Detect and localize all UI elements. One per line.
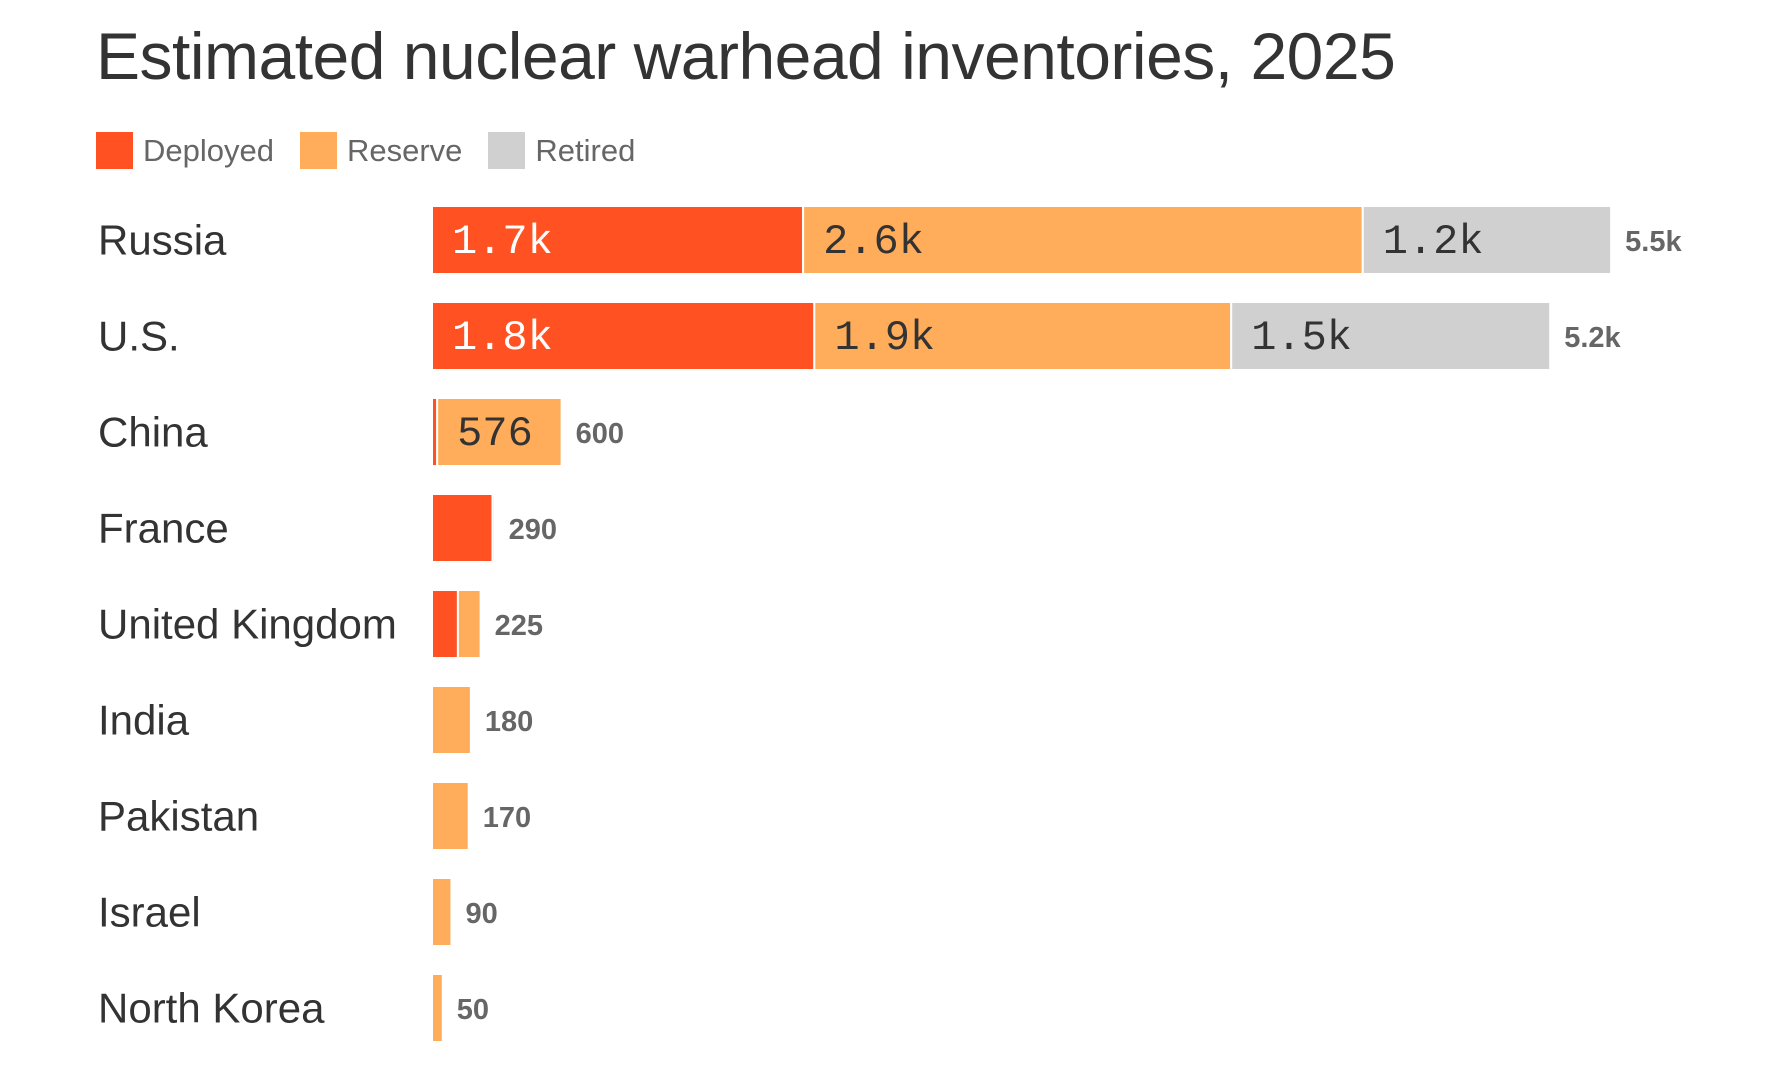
- category-label-united-kingdom: United Kingdom: [98, 601, 397, 648]
- legend-label-reserve: Reserve: [346, 132, 463, 168]
- total-label-china: 600: [576, 418, 624, 450]
- legend-label-deployed: Deployed: [143, 132, 274, 168]
- bar-north-korea-reserve: [431, 973, 444, 1043]
- total-label-russia: 5.5k: [1625, 226, 1682, 258]
- bar-u-s-retired: [1230, 301, 1552, 371]
- bar-china-reserve: [436, 397, 563, 467]
- bar-united-kingdom-deployed: [431, 589, 459, 659]
- total-label-france: 290: [509, 514, 557, 546]
- bar-france-reserve: [491, 493, 496, 563]
- category-label-china: China: [98, 409, 208, 456]
- bar-india-reserve: [431, 685, 472, 755]
- category-label-north-korea: North Korea: [98, 985, 325, 1032]
- category-label-india: India: [98, 697, 190, 744]
- bar-united-kingdom-reserve: [456, 589, 482, 659]
- total-label-india: 180: [485, 706, 533, 738]
- bar-pakistan-reserve: [431, 781, 470, 851]
- segment-label-u-s-deployed: 1.8k: [452, 314, 553, 362]
- total-label-united-kingdom: 225: [495, 610, 543, 642]
- total-label-north-korea: 50: [457, 994, 489, 1026]
- legend-swatch-retired: [488, 132, 526, 169]
- chart-legend: Deployed Reserve Retired: [96, 132, 635, 169]
- legend-item-retired: Retired: [488, 132, 635, 169]
- bar-u-s-deployed: [431, 301, 816, 371]
- total-label-u-s: 5.2k: [1564, 322, 1621, 354]
- segment-label-russia-reserve: 2.6k: [823, 218, 924, 266]
- category-label-israel: Israel: [98, 889, 201, 936]
- legend-label-retired: Retired: [535, 132, 636, 168]
- chart-title: Estimated nuclear warhead inventories, 2…: [96, 19, 1396, 93]
- category-label-france: France: [98, 505, 229, 552]
- legend-item-reserve: Reserve: [299, 132, 463, 169]
- segment-label-u-s-retired: 1.5k: [1251, 314, 1352, 362]
- segment-label-u-s-reserve: 1.9k: [834, 314, 935, 362]
- bar-israel-reserve: [431, 877, 453, 947]
- category-label-russia: Russia: [98, 217, 227, 264]
- bar-france-deployed: [431, 493, 494, 563]
- segment-label-russia-retired: 1.2k: [1383, 218, 1484, 266]
- legend-swatch-reserve: [299, 132, 337, 169]
- category-label-pakistan: Pakistan: [98, 793, 259, 840]
- bar-u-s-reserve: [813, 301, 1233, 371]
- segment-label-china-reserve: 576: [457, 410, 533, 458]
- total-label-pakistan: 170: [483, 802, 531, 834]
- bar-russia-retired: [1361, 205, 1613, 275]
- legend-item-deployed: Deployed: [96, 132, 274, 169]
- total-label-israel: 90: [465, 898, 497, 930]
- legend-swatch-deployed: [96, 132, 133, 169]
- category-label-u-s: U.S.: [98, 313, 180, 360]
- segment-label-russia-deployed: 1.7k: [452, 218, 553, 266]
